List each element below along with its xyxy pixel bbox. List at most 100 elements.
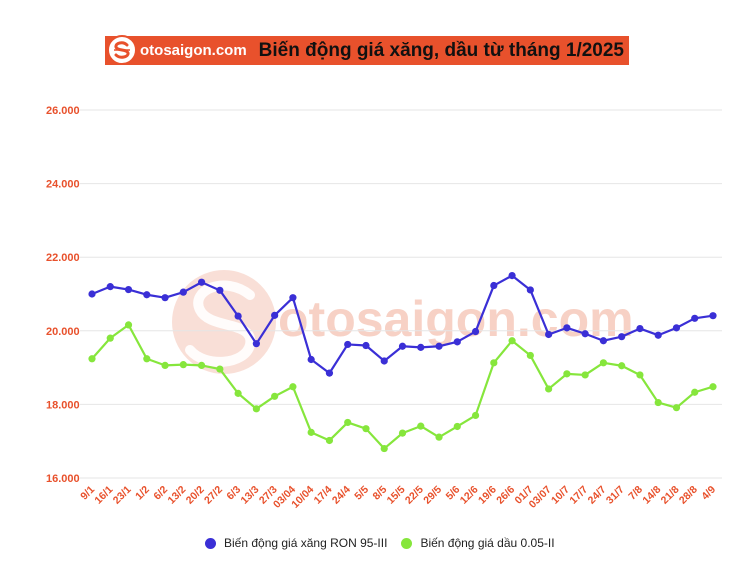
data-point-diesel bbox=[453, 422, 461, 431]
x-tick-label: 26/6 bbox=[494, 484, 517, 507]
data-point-ron95 bbox=[636, 324, 644, 333]
y-tick-label: 26.000 bbox=[46, 105, 80, 117]
data-point-diesel bbox=[106, 334, 114, 342]
data-point-ron95 bbox=[88, 290, 96, 298]
data-point-diesel bbox=[325, 436, 334, 445]
legend-label-ron95: Biến động giá xăng RON 95-III bbox=[224, 536, 388, 550]
x-tick-label: 5/5 bbox=[352, 484, 371, 503]
x-tick-label: 14/8 bbox=[640, 484, 663, 507]
data-point-ron95 bbox=[526, 286, 534, 294]
x-tick-label: 4/9 bbox=[699, 484, 718, 503]
data-point-ron95 bbox=[362, 341, 370, 350]
data-point-diesel bbox=[691, 388, 699, 396]
x-tick-label: 24/4 bbox=[330, 484, 353, 507]
x-tick-label: 23/1 bbox=[111, 484, 134, 507]
data-point-diesel bbox=[271, 392, 279, 400]
data-point-ron95 bbox=[106, 283, 114, 291]
data-point-ron95 bbox=[252, 340, 260, 348]
x-tick-label: 31/7 bbox=[604, 484, 627, 507]
data-point-ron95 bbox=[471, 327, 480, 336]
data-point-ron95 bbox=[216, 286, 224, 294]
data-point-ron95 bbox=[271, 311, 279, 319]
x-tick-label: 16/1 bbox=[92, 484, 115, 507]
data-point-diesel bbox=[636, 371, 644, 379]
data-point-ron95 bbox=[325, 369, 334, 377]
brand-logo: otosaigon.com bbox=[107, 35, 247, 65]
y-tick-label: 20.000 bbox=[46, 326, 80, 338]
data-point-ron95 bbox=[307, 355, 315, 364]
x-tick-label: 12/6 bbox=[458, 484, 481, 507]
x-tick-label: 17/7 bbox=[567, 484, 590, 507]
legend-dot-ron95 bbox=[205, 537, 216, 549]
data-point-ron95 bbox=[508, 272, 516, 280]
data-point-ron95 bbox=[691, 314, 699, 322]
data-point-ron95 bbox=[143, 291, 151, 299]
data-point-diesel bbox=[563, 370, 571, 378]
data-point-ron95 bbox=[490, 281, 498, 290]
data-point-diesel bbox=[380, 444, 388, 453]
data-point-ron95 bbox=[417, 343, 425, 351]
data-point-diesel bbox=[471, 411, 480, 420]
chart-legend: Biến động giá xăng RON 95-III Biến động … bbox=[205, 536, 569, 550]
data-point-ron95 bbox=[618, 333, 626, 341]
data-point-diesel bbox=[161, 361, 169, 369]
data-point-diesel bbox=[289, 383, 297, 391]
data-point-ron95 bbox=[344, 340, 352, 349]
x-tick-label: 19/6 bbox=[476, 484, 499, 507]
data-point-diesel bbox=[88, 355, 96, 363]
data-point-ron95 bbox=[124, 285, 133, 294]
data-point-ron95 bbox=[398, 342, 407, 350]
chart-title: Biến động giá xăng, dầu từ tháng 1/2025 bbox=[258, 39, 624, 61]
x-tick-label: 27/2 bbox=[202, 484, 225, 507]
data-point-diesel bbox=[490, 359, 498, 367]
data-point-diesel bbox=[197, 361, 206, 369]
y-tick-label: 18.000 bbox=[46, 399, 80, 411]
data-point-diesel bbox=[216, 365, 224, 373]
data-point-diesel bbox=[545, 385, 553, 393]
watermark-text: otosaigon.com bbox=[278, 291, 634, 347]
data-point-diesel bbox=[344, 418, 352, 427]
data-point-ron95 bbox=[545, 330, 553, 339]
data-point-diesel bbox=[672, 404, 681, 412]
x-tick-label: 21/8 bbox=[659, 484, 682, 507]
data-point-diesel bbox=[618, 362, 626, 370]
chart-header-banner: otosaigon.com Biến động giá xăng, dầu từ… bbox=[105, 35, 629, 65]
brand-logo-icon bbox=[107, 35, 137, 65]
x-tick-label: 13/2 bbox=[166, 484, 189, 507]
y-tick-label: 24.000 bbox=[46, 179, 80, 191]
data-point-diesel bbox=[508, 337, 516, 345]
x-tick-label: 28/8 bbox=[677, 484, 700, 507]
data-point-diesel bbox=[124, 321, 133, 329]
data-point-diesel bbox=[709, 383, 717, 391]
data-point-ron95 bbox=[672, 324, 681, 332]
x-tick-label: 15/5 bbox=[385, 484, 408, 507]
data-point-diesel bbox=[179, 361, 187, 369]
data-point-diesel bbox=[654, 398, 662, 407]
data-point-ron95 bbox=[563, 324, 571, 332]
data-point-diesel bbox=[581, 371, 589, 379]
brand-name: otosaigon.com bbox=[140, 42, 247, 59]
legend-item-ron95: Biến động giá xăng RON 95-III bbox=[205, 536, 387, 550]
data-point-diesel bbox=[143, 355, 151, 363]
legend-dot-diesel bbox=[401, 537, 413, 549]
x-tick-label: 13/3 bbox=[239, 484, 262, 507]
x-tick-label: 24/7 bbox=[586, 484, 609, 507]
data-point-ron95 bbox=[380, 357, 388, 365]
data-point-diesel bbox=[398, 429, 407, 437]
data-point-ron95 bbox=[197, 278, 206, 286]
data-point-ron95 bbox=[581, 330, 589, 338]
data-point-diesel bbox=[362, 425, 370, 433]
data-point-ron95 bbox=[435, 342, 443, 350]
data-point-ron95 bbox=[234, 312, 242, 320]
x-tick-label: 10/7 bbox=[549, 484, 572, 507]
legend-label-diesel: Biến động giá dầu 0.05-II bbox=[420, 536, 555, 550]
x-tick-label: 29/5 bbox=[421, 484, 444, 507]
x-tick-label: 22/5 bbox=[403, 484, 426, 507]
data-point-ron95 bbox=[161, 294, 169, 302]
data-point-diesel bbox=[526, 351, 534, 360]
data-point-ron95 bbox=[709, 312, 717, 320]
legend-item-diesel: Biến động giá dầu 0.05-II bbox=[401, 536, 555, 550]
x-tick-label: 17/4 bbox=[312, 484, 335, 507]
y-tick-label: 22.000 bbox=[46, 252, 80, 264]
